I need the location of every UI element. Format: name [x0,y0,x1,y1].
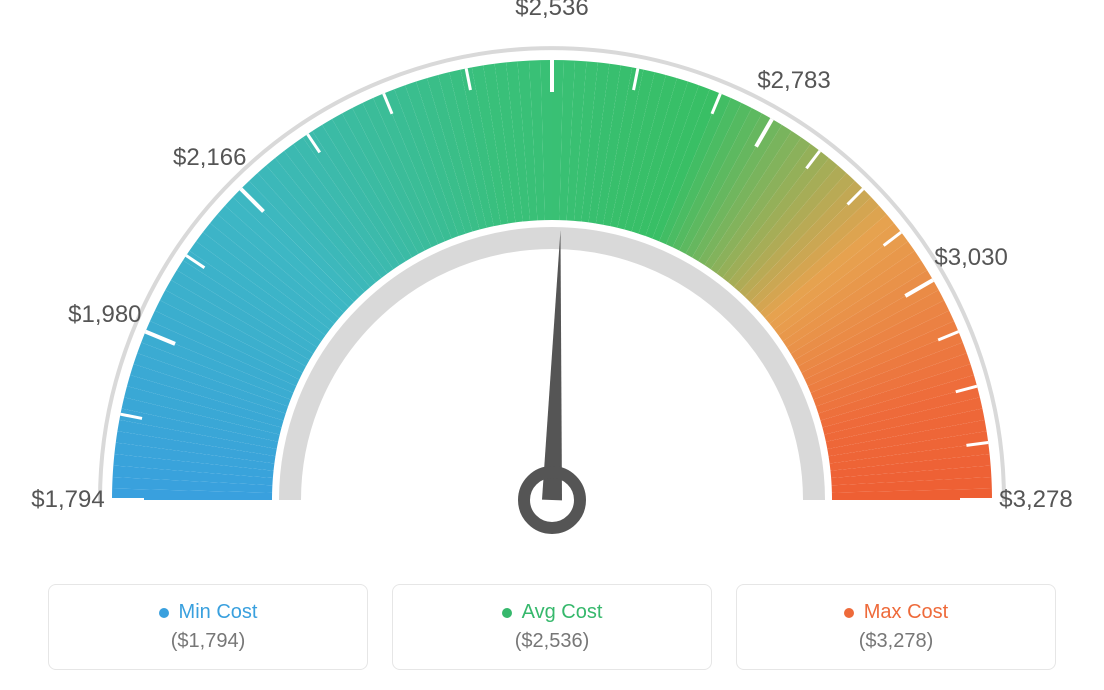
legend-label-max: Max Cost [864,601,948,624]
gauge-tick-label: $2,783 [757,67,830,95]
legend-top-min: Min Cost [159,601,258,624]
gauge-svg [0,0,1104,560]
legend-row: Min Cost ($1,794) Avg Cost ($2,536) Max … [0,584,1104,670]
legend-top-avg: Avg Cost [502,601,603,624]
gauge-tick-label: $2,536 [515,0,588,22]
gauge-tick-label: $1,794 [31,486,104,514]
legend-card-avg: Avg Cost ($2,536) [392,584,712,670]
gauge-needle [542,230,562,500]
legend-top-max: Max Cost [844,601,948,624]
legend-dot-max [844,608,854,618]
gauge-tick-label: $3,030 [934,244,1007,272]
legend-dot-min [159,608,169,618]
legend-amount-min: ($1,794) [171,630,246,653]
cost-gauge-chart: $1,794 $1,980 $2,166 $2,536 $2,783 $3,030 $3,2… [0,0,1104,690]
legend-card-max: Max Cost ($3,278) [736,584,1056,670]
legend-label-min: Min Cost [179,601,258,624]
gauge-tick-label: $1,980 [68,301,141,329]
gauge-tick-label: $2,166 [173,144,246,172]
legend-amount-avg: ($2,536) [515,630,590,653]
legend-card-min: Min Cost ($1,794) [48,584,368,670]
legend-dot-avg [502,608,512,618]
legend-label-avg: Avg Cost [522,601,603,624]
legend-amount-max: ($3,278) [859,630,934,653]
gauge-area: $1,794 $1,980 $2,166 $2,536 $2,783 $3,030 $3,2… [0,0,1104,560]
gauge-tick-label: $3,278 [999,486,1072,514]
